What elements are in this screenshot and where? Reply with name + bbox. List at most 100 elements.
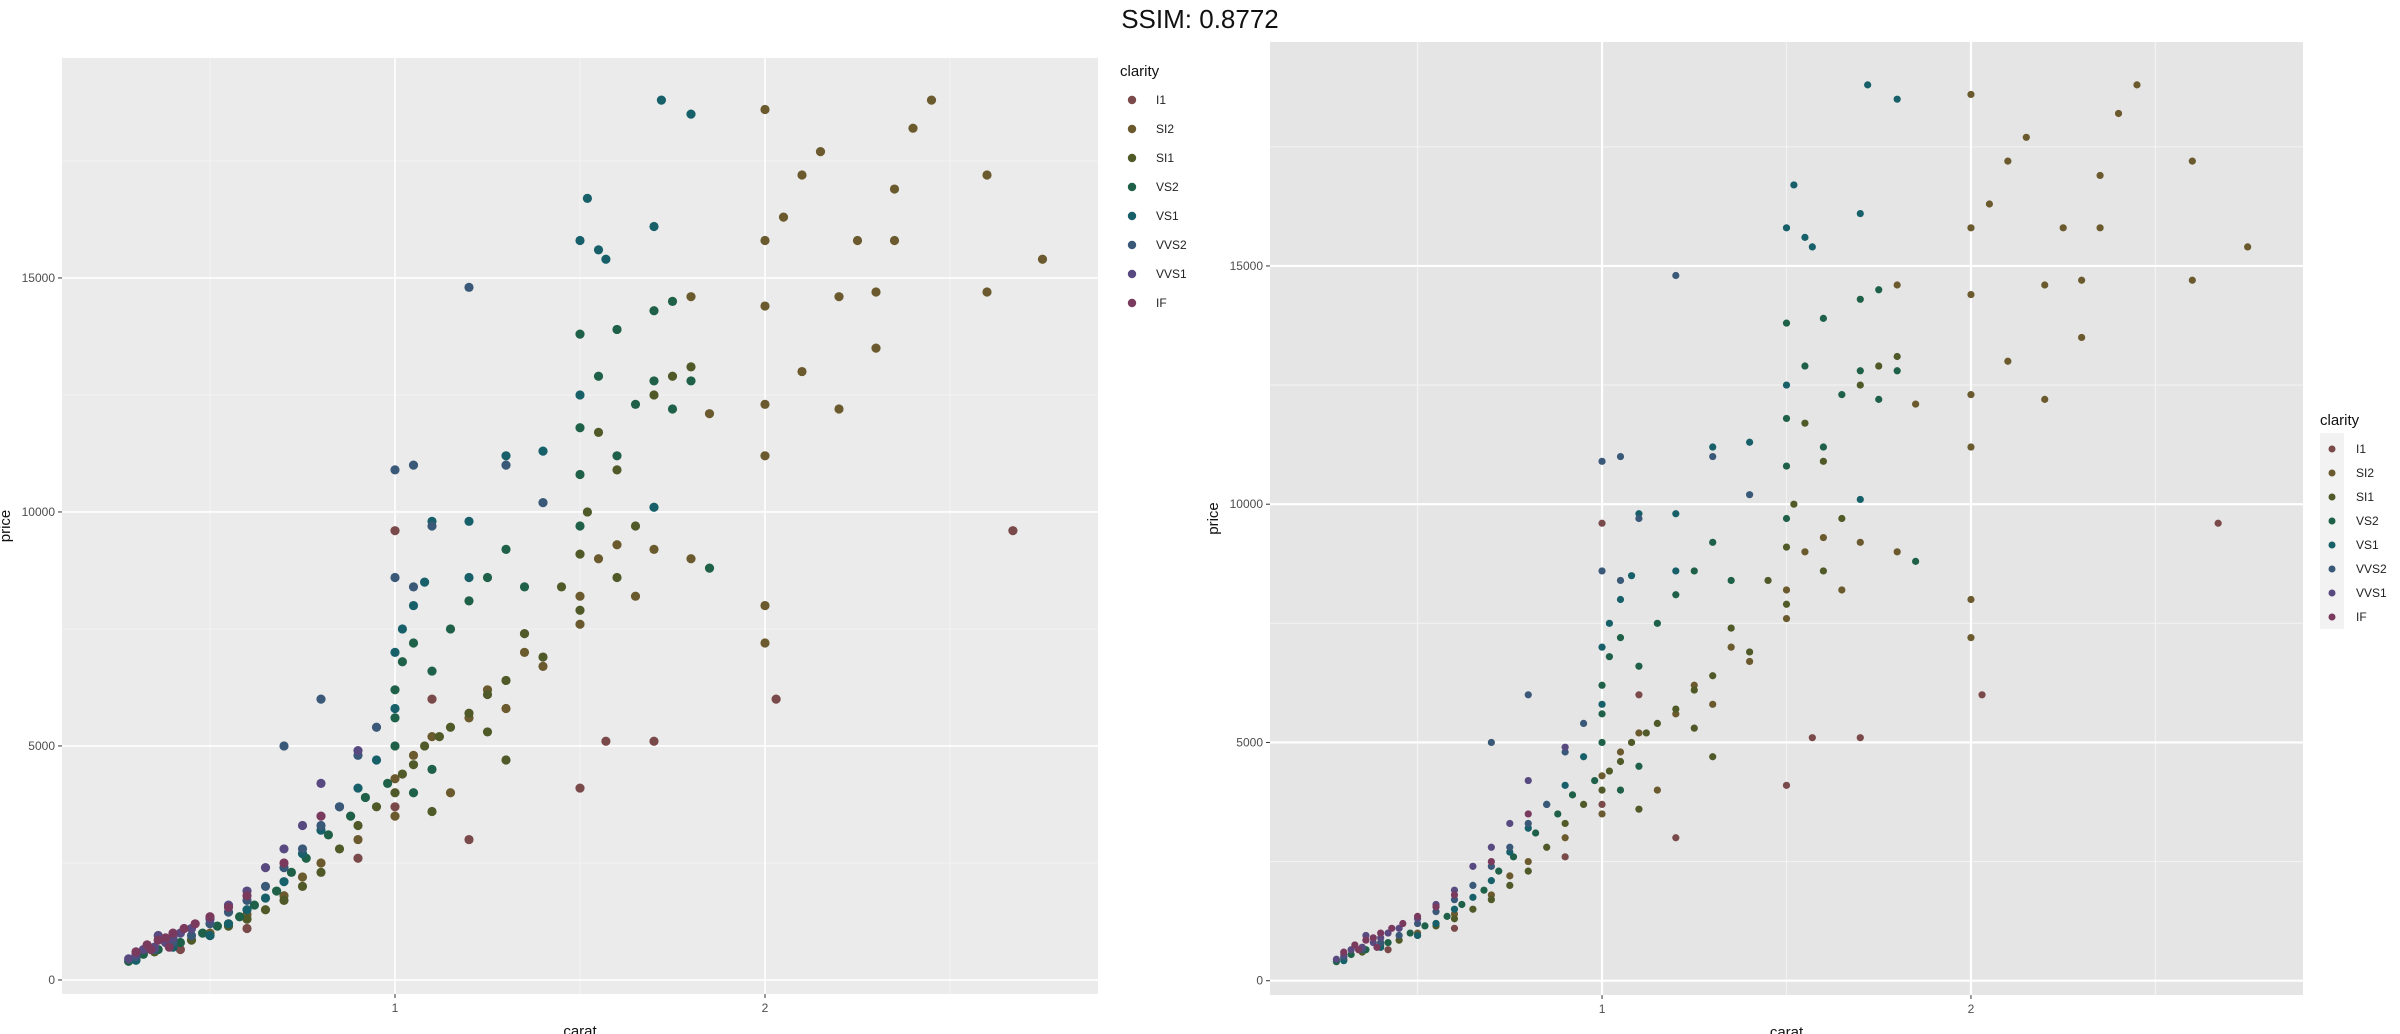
point-vvs2 [1746, 491, 1754, 499]
y-axis-label: price [1205, 502, 1222, 535]
point-i1 [390, 526, 400, 536]
point-vs1 [1487, 877, 1495, 885]
y-tick-label: 5000 [1236, 735, 1263, 749]
legend-label-si1: SI1 [2356, 490, 2374, 504]
point-si2 [1967, 443, 1975, 451]
legend-key-if [1127, 298, 1137, 308]
point-vvs2 [1543, 800, 1551, 809]
point-vvs2 [1616, 576, 1625, 585]
point-si1 [1764, 576, 1772, 585]
point-si2 [760, 399, 770, 409]
point-si2 [2188, 276, 2196, 284]
x-tick-label: 1 [1599, 1002, 1606, 1016]
point-vvs2 [297, 844, 308, 854]
point-si2 [871, 287, 881, 297]
legend-label-vvs1: VVS1 [2356, 586, 2387, 600]
point-si2 [630, 591, 641, 601]
point-si1 [434, 732, 444, 742]
point-vs2 [667, 404, 678, 414]
point-vs2 [1635, 762, 1643, 770]
point-si2 [2059, 224, 2067, 232]
point-vs1 [601, 254, 611, 264]
point-vs2 [704, 563, 715, 573]
point-vvs2 [279, 741, 289, 751]
point-vs1 [686, 109, 696, 119]
legend-label-if: IF [2356, 610, 2367, 624]
point-si1 [612, 572, 622, 583]
point-si1 [1672, 705, 1680, 713]
point-vvs2 [408, 582, 419, 592]
point-si2 [1635, 729, 1643, 737]
point-vs2 [612, 324, 622, 335]
point-si1 [445, 722, 456, 732]
point-si2 [1912, 400, 1920, 408]
point-if [1340, 948, 1348, 956]
point-vs2 [612, 451, 622, 461]
point-vs2 [575, 521, 585, 531]
point-vs2 [1727, 576, 1735, 585]
point-vvs1 [1332, 955, 1341, 963]
point-vs2 [286, 867, 296, 877]
point-si2 [1893, 281, 1901, 289]
point-vvs1 [353, 746, 363, 756]
point-vs1 [223, 919, 234, 929]
point-if [164, 942, 174, 952]
point-si2 [2096, 171, 2104, 180]
point-vvs1 [260, 863, 271, 873]
point-si1 [575, 605, 585, 615]
point-vvs1 [279, 844, 289, 854]
point-i1 [1561, 853, 1569, 861]
point-si1 [420, 741, 430, 751]
point-if [1432, 903, 1440, 911]
point-if [1377, 929, 1385, 937]
point-si2 [760, 451, 770, 461]
point-i1 [601, 736, 611, 746]
point-si2 [1967, 595, 1975, 604]
point-vvs1 [1524, 776, 1532, 785]
point-if [190, 919, 200, 929]
point-vvs2 [1672, 271, 1680, 280]
point-vs2 [212, 921, 222, 931]
point-vs2 [346, 811, 356, 821]
point-si1 [1875, 362, 1883, 370]
point-si1 [1579, 800, 1588, 809]
point-vvs2 [390, 465, 400, 475]
legend-label-si1: SI1 [1156, 151, 1174, 165]
point-vs1 [1893, 95, 1901, 103]
point-i1 [1856, 734, 1864, 742]
legend-label-vs1: VS1 [1156, 209, 1179, 223]
point-si2 [501, 703, 511, 714]
point-vs1 [390, 703, 400, 714]
point-si2 [982, 170, 992, 180]
point-vs1 [1561, 781, 1569, 789]
point-si1 [1709, 753, 1717, 761]
point-vs1 [242, 905, 252, 915]
point-si2 [2096, 224, 2104, 232]
point-vs1 [1709, 443, 1717, 451]
point-if [205, 912, 215, 922]
point-vs2 [575, 423, 585, 433]
point-if [168, 928, 178, 938]
point-vs1 [371, 755, 382, 765]
point-vs2 [1782, 319, 1791, 327]
point-si1 [1801, 419, 1809, 427]
point-vvs2 [1524, 819, 1532, 828]
point-vs2 [1406, 929, 1414, 937]
point-vs2 [390, 713, 400, 723]
point-si1 [482, 689, 493, 700]
point-si2 [390, 811, 400, 821]
point-si2 [2133, 81, 2141, 89]
point-si2 [1598, 810, 1606, 818]
data-points [124, 95, 1048, 966]
point-vs2 [1653, 619, 1661, 627]
point-vvs1 [297, 820, 308, 831]
point-si2 [1037, 254, 1048, 264]
point-si2 [1506, 872, 1514, 880]
point-i1 [1008, 526, 1018, 536]
axes: 1 2 0 5000 10000 15000 carat price [0, 271, 769, 1034]
point-i1 [2214, 519, 2222, 527]
legend-key-vs1 [1127, 211, 1137, 221]
x-tick-label: 1 [392, 1001, 399, 1015]
point-si2 [760, 235, 770, 246]
